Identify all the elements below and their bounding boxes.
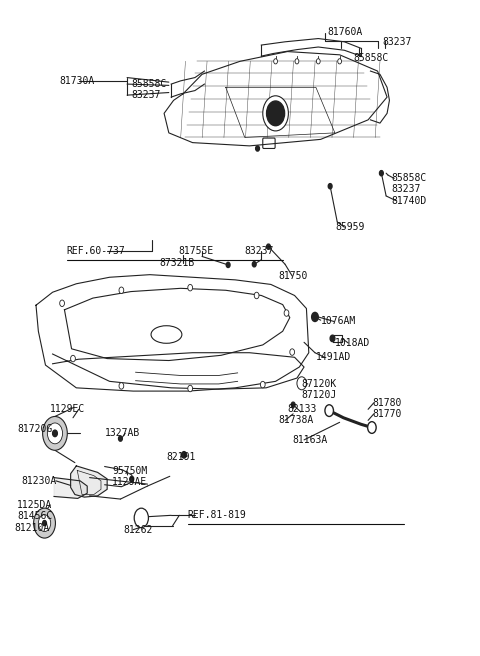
Text: 81456C: 81456C	[17, 511, 52, 521]
Text: REF.81-819: REF.81-819	[188, 510, 247, 520]
Circle shape	[284, 310, 289, 316]
Text: 85858C: 85858C	[392, 173, 427, 184]
Text: 85959: 85959	[335, 222, 364, 232]
Circle shape	[312, 312, 318, 321]
Circle shape	[252, 262, 256, 267]
Circle shape	[291, 402, 295, 407]
Circle shape	[263, 96, 288, 131]
Circle shape	[60, 300, 64, 306]
Circle shape	[316, 59, 320, 64]
Circle shape	[338, 59, 342, 64]
Polygon shape	[54, 478, 87, 499]
Text: 1327AB: 1327AB	[105, 428, 140, 438]
Circle shape	[266, 244, 270, 249]
Circle shape	[53, 430, 57, 437]
Circle shape	[328, 184, 332, 189]
Text: 81760A: 81760A	[328, 27, 363, 37]
Circle shape	[325, 405, 334, 417]
Circle shape	[43, 417, 67, 450]
Text: 81780: 81780	[373, 398, 402, 408]
Text: 81262: 81262	[124, 525, 153, 535]
Text: 87120K: 87120K	[301, 379, 337, 389]
Text: 83237: 83237	[245, 246, 274, 256]
Text: 87120J: 87120J	[301, 390, 337, 400]
Text: 81755E: 81755E	[179, 246, 214, 256]
Text: 1129AE: 1129AE	[112, 477, 147, 487]
Circle shape	[181, 451, 186, 458]
Circle shape	[274, 59, 277, 64]
FancyBboxPatch shape	[263, 138, 275, 148]
Text: 85858C: 85858C	[354, 53, 389, 63]
Text: 81163A: 81163A	[292, 435, 327, 445]
Circle shape	[43, 520, 47, 525]
Text: 81210A: 81210A	[14, 523, 50, 533]
Text: 81770: 81770	[373, 409, 402, 419]
Text: 81740D: 81740D	[392, 195, 427, 205]
Circle shape	[297, 377, 306, 390]
Text: 1491AD: 1491AD	[316, 352, 351, 362]
Text: 82133: 82133	[288, 403, 317, 414]
Circle shape	[261, 381, 265, 388]
Circle shape	[71, 356, 75, 362]
Circle shape	[226, 262, 230, 268]
Circle shape	[256, 146, 260, 151]
Text: 1076AM: 1076AM	[321, 316, 356, 327]
Circle shape	[119, 287, 124, 293]
Text: 95750M: 95750M	[112, 466, 147, 476]
Circle shape	[254, 292, 259, 298]
Text: 83237: 83237	[392, 184, 421, 194]
Text: 81738A: 81738A	[278, 415, 313, 425]
Text: 81730A: 81730A	[60, 76, 95, 86]
Circle shape	[380, 171, 384, 176]
Text: 1018AD: 1018AD	[335, 338, 370, 348]
Circle shape	[330, 335, 335, 342]
Text: 81720G: 81720G	[17, 424, 52, 434]
Text: 83237: 83237	[131, 90, 160, 100]
Circle shape	[188, 285, 192, 291]
Circle shape	[188, 385, 192, 392]
Circle shape	[34, 508, 56, 538]
Circle shape	[290, 349, 295, 356]
Ellipse shape	[151, 326, 182, 343]
Text: 83237: 83237	[383, 37, 412, 47]
Text: 81750: 81750	[278, 271, 307, 281]
Text: 82191: 82191	[167, 452, 196, 462]
Circle shape	[48, 423, 62, 443]
Circle shape	[119, 436, 122, 441]
Circle shape	[119, 382, 124, 389]
Circle shape	[266, 101, 285, 126]
Circle shape	[137, 512, 146, 524]
Circle shape	[130, 476, 134, 482]
Text: 85858C: 85858C	[131, 79, 166, 89]
Circle shape	[295, 59, 299, 64]
Text: 1129EC: 1129EC	[50, 404, 85, 415]
Circle shape	[134, 508, 148, 527]
Circle shape	[38, 515, 51, 531]
Text: 81230A: 81230A	[22, 476, 57, 486]
Circle shape	[368, 422, 376, 434]
Text: 87321B: 87321B	[159, 258, 194, 268]
Text: 1125DA: 1125DA	[17, 500, 52, 510]
Circle shape	[300, 380, 304, 386]
Text: REF.60-737: REF.60-737	[67, 246, 126, 256]
Polygon shape	[71, 466, 107, 497]
